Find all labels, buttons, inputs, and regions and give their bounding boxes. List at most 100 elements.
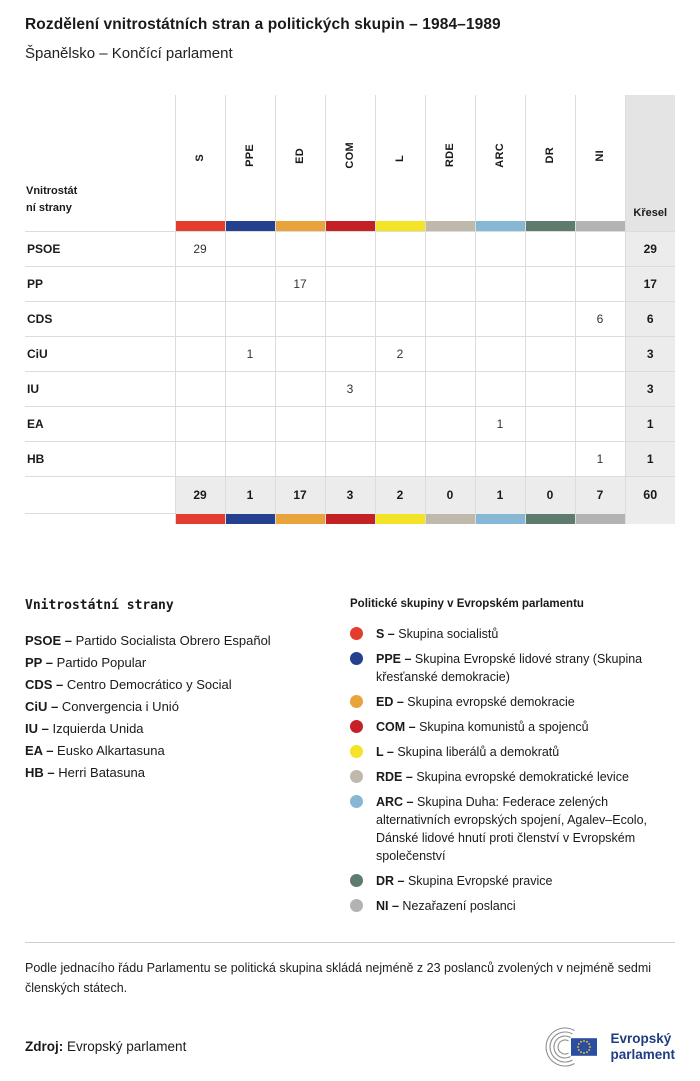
value-cell [424, 371, 476, 407]
value-cell [474, 371, 526, 407]
group-color-bar [324, 221, 376, 232]
value-cell [324, 336, 376, 372]
party-legend-item: CiU – Convergencia i Unió [25, 698, 179, 714]
source-row: Zdroj: Evropský parlament [25, 1025, 675, 1069]
party-legend-item: EA – Eusko Alkartasuna [25, 742, 165, 758]
party-name: HB [25, 441, 176, 477]
seats-cell: 3 [624, 371, 675, 407]
seats-cell: 29 [624, 231, 675, 267]
value-cell [224, 231, 276, 267]
group-color-dot [350, 794, 363, 808]
value-cell [424, 406, 476, 442]
value-cell [424, 301, 476, 337]
value-cell [274, 301, 326, 337]
value-cell [224, 266, 276, 302]
value-cell [174, 301, 226, 337]
group-color-dot [350, 719, 363, 733]
party-legend-heading: Vnitrostátní strany [25, 597, 174, 613]
group-column-header: RDE [424, 95, 476, 221]
value-cell [474, 301, 526, 337]
seats-cell: 1 [624, 441, 675, 477]
source-label: Zdroj: Evropský parlament [25, 1039, 187, 1055]
value-cell [524, 266, 576, 302]
footnote-text: Podle jednacího řádu Parlamentu se polit… [25, 960, 652, 996]
value-cell [324, 406, 376, 442]
group-color-bar [274, 221, 326, 232]
value-cell [474, 266, 526, 302]
value-cell [374, 266, 426, 302]
row-header-label: Vnitrostátní strany [26, 184, 78, 214]
value-cell [474, 441, 526, 477]
total-cell: 29 [174, 476, 226, 514]
group-color-dot [350, 873, 363, 887]
page-title: Rozdělení vnitrostátních stran a politic… [25, 16, 501, 33]
value-cell: 29 [174, 231, 226, 267]
value-cell: 1 [574, 441, 626, 477]
value-cell [374, 301, 426, 337]
value-cell [574, 266, 626, 302]
group-legend-heading: Politické skupiny v Evropském parlamentu [350, 597, 584, 610]
party-name: IU [25, 371, 176, 407]
value-cell [524, 441, 576, 477]
value-cell [274, 336, 326, 372]
table-row: PP 17 17 [25, 266, 675, 302]
value-cell [274, 371, 326, 407]
value-cell: 6 [574, 301, 626, 337]
value-cell: 3 [324, 371, 376, 407]
group-color-bar [274, 513, 326, 524]
value-cell [574, 371, 626, 407]
seats-cell: 6 [624, 301, 675, 337]
group-column-header: S [174, 95, 226, 221]
group-legend-item: RDE – Skupina evropské demokratické levi… [350, 768, 675, 786]
party-legend-item: PP – Partido Popular [25, 654, 147, 670]
party-name: PSOE [25, 231, 176, 267]
group-color-bar [174, 513, 226, 524]
value-cell [324, 266, 376, 302]
value-cell [524, 406, 576, 442]
ep-logo: Evropský parlament [539, 1025, 675, 1069]
value-cell: 1 [474, 406, 526, 442]
group-color-dot [350, 744, 363, 758]
value-cell [424, 441, 476, 477]
value-cell [474, 231, 526, 267]
value-cell [224, 406, 276, 442]
value-cell [224, 441, 276, 477]
group-color-dot [350, 651, 363, 665]
ep-logo-text: Evropský parlament [610, 1031, 675, 1063]
value-cell [174, 406, 226, 442]
party-legend: Vnitrostátní strany PSOE – Partido Socia… [25, 598, 350, 922]
table-row: CDS 6 6 [25, 301, 675, 337]
ep-logo-line1: Evropský [610, 1030, 672, 1046]
group-color-bar [424, 513, 476, 524]
totals-row: 29 1 17 3 2 0 1 0 7 60 [25, 476, 675, 524]
group-color-bar [574, 221, 626, 232]
table-row: HB 1 1 [25, 441, 675, 477]
page-subtitle: Španělsko – Končící parlament [25, 45, 233, 62]
value-cell [324, 441, 376, 477]
value-cell [174, 336, 226, 372]
group-color-bar [374, 221, 426, 232]
value-cell [524, 231, 576, 267]
value-cell [574, 406, 626, 442]
total-seats-cell: 60 [624, 476, 675, 524]
total-cell: 0 [424, 476, 476, 514]
total-cell: 0 [524, 476, 576, 514]
group-color-bar [374, 513, 426, 524]
total-cell: 1 [474, 476, 526, 514]
value-cell [324, 301, 376, 337]
value-cell [424, 336, 476, 372]
table-row: CiU 1 2 3 [25, 336, 675, 372]
total-cell: 3 [324, 476, 376, 514]
seats-column-header: Křesel [624, 95, 675, 232]
value-cell [524, 371, 576, 407]
value-cell [274, 406, 326, 442]
totals-color-bar-row [25, 513, 675, 524]
totals-blank-cell [25, 476, 176, 514]
value-cell: 17 [274, 266, 326, 302]
total-cell: 7 [574, 476, 626, 514]
group-color-bar [224, 513, 276, 524]
value-cell [224, 301, 276, 337]
group-color-bar [574, 513, 626, 524]
value-cell [374, 406, 426, 442]
group-color-dot [350, 694, 363, 708]
